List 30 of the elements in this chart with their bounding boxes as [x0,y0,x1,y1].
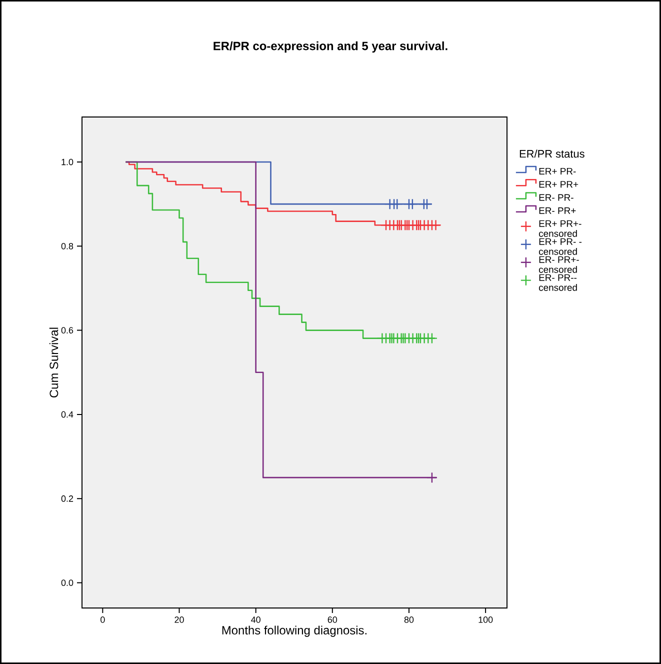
y-tick-label: 0.4 [61,411,74,418]
y-tick-label: 0.2 [61,495,74,502]
y-tick-label: 0.6 [61,327,74,334]
x-tick-label: 20 [174,616,184,623]
legend-title: ER/PR status [520,150,584,158]
legend-label: ER+ PR+- censored [538,220,582,237]
point [392,198,403,210]
legend-label: ER+ PR+ [539,181,578,188]
x-axis-title: Months following diagnosis. [222,626,366,637]
legend-label: ER- PR+- censored [538,256,579,273]
y-tick-label: 0.8 [61,242,74,250]
point [406,198,418,210]
legend-label: ER- PR- [539,194,574,201]
point [421,198,433,210]
legend-label: ER- PR+ [539,207,576,214]
point [426,472,438,484]
x-tick-label: 60 [328,616,338,623]
x-tick-label: 40 [251,616,260,623]
point [426,332,438,344]
point [430,220,442,231]
y-tick-label: 1.0 [62,158,74,166]
legend-label: ER+ PR- - censored [538,238,582,255]
legend-label: ER- PR-- censored [538,274,577,291]
y-axis-title: Cum Survival [49,328,58,398]
chart-title: ER/PR co-expression and 5 year survival. [214,41,448,53]
y-tick-label: 0.0 [61,580,74,586]
legend-label: ER+ PR- [539,168,576,174]
x-tick-label: 80 [404,616,414,623]
x-tick-label: 100 [478,616,493,623]
x-tick-label: 0 [100,616,105,623]
